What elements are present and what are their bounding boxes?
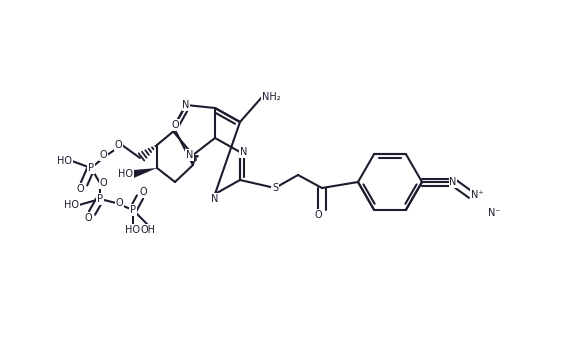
Text: O: O [314, 210, 322, 220]
Text: S: S [272, 183, 278, 193]
Text: OH: OH [141, 225, 155, 235]
Text: HO: HO [64, 200, 79, 210]
Text: O: O [114, 140, 122, 150]
Text: O: O [99, 150, 107, 160]
Text: HO: HO [125, 225, 141, 235]
Text: N: N [449, 177, 457, 187]
Text: P: P [88, 163, 94, 173]
Text: HO: HO [118, 169, 133, 179]
Text: P: P [97, 194, 103, 204]
Text: O: O [171, 120, 179, 130]
Text: O: O [100, 178, 107, 188]
Text: O: O [140, 187, 147, 197]
Text: O: O [76, 184, 84, 194]
Text: N: N [240, 147, 247, 157]
Polygon shape [132, 168, 157, 178]
Text: N: N [186, 150, 193, 160]
Text: NH₂: NH₂ [262, 92, 281, 102]
Text: O: O [84, 213, 92, 223]
Text: N⁻: N⁻ [488, 208, 501, 218]
Text: N: N [182, 100, 190, 110]
Text: N: N [211, 194, 219, 204]
Text: N⁺: N⁺ [471, 190, 484, 200]
Text: O: O [116, 198, 124, 208]
Text: HO: HO [57, 156, 72, 166]
Text: P: P [130, 205, 136, 215]
